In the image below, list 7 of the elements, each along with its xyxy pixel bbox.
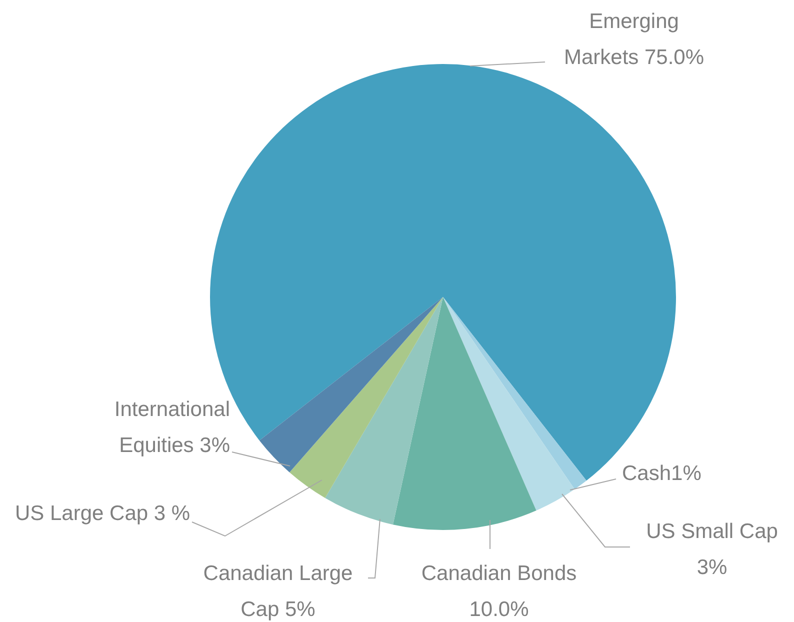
slice-label: Canadian Large Cap 5% [203, 562, 353, 621]
slice-label: International Equities 3% [114, 398, 230, 457]
slice-label: Emerging Markets 75.0% [564, 10, 704, 69]
slice-label: US Large Cap 3 % [15, 502, 190, 525]
slice-label: US Small Cap 3% [646, 520, 778, 579]
slice-label: Cash1% [622, 462, 702, 485]
slice-label: Canadian Bonds 10.0% [421, 562, 577, 621]
